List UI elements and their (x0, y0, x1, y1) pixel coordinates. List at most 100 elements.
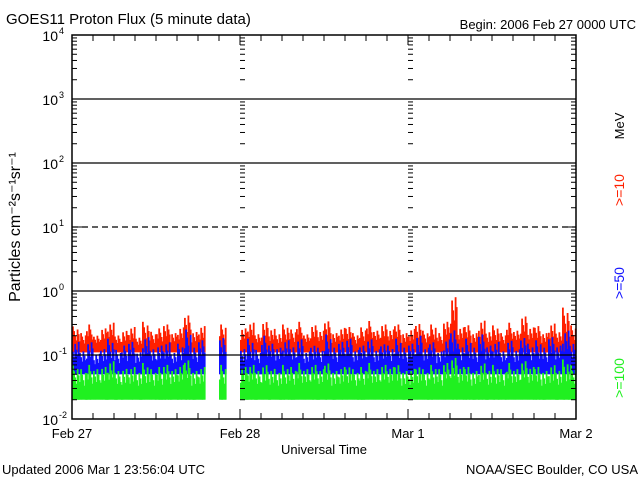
data-bar (109, 363, 112, 400)
data-bar (200, 327, 203, 353)
data-bar (439, 374, 442, 400)
data-bar (220, 347, 222, 375)
data-bar (199, 383, 201, 400)
data-bar (488, 357, 491, 375)
data-bar (144, 339, 147, 375)
data-bar (415, 369, 417, 400)
data-bar (416, 338, 418, 375)
data-bar (514, 335, 516, 353)
data-bar (143, 369, 145, 400)
data-bar (294, 357, 297, 375)
data-bar (317, 337, 319, 353)
data-bar (297, 378, 299, 400)
data-bar (451, 342, 453, 375)
data-bar (374, 362, 376, 375)
data-bar (509, 369, 512, 400)
data-bar (128, 343, 130, 375)
data-bar (160, 345, 163, 375)
data-bar (497, 375, 500, 400)
data-bar (425, 342, 428, 353)
data-bar (525, 322, 528, 353)
data-bar (504, 360, 507, 375)
data-bar (481, 334, 484, 375)
data-bar (271, 334, 274, 353)
data-bar (424, 338, 427, 353)
data-bar (254, 372, 256, 400)
data-bar (89, 356, 92, 375)
data-bar (182, 364, 185, 400)
data-bar (343, 327, 346, 353)
data-bar (564, 374, 567, 400)
data-bar (563, 351, 565, 375)
data-bar (387, 336, 389, 353)
data-bar (136, 353, 138, 375)
series-ge50 (72, 329, 577, 375)
data-bar (276, 380, 278, 400)
data-bar (405, 371, 408, 400)
data-bar (97, 338, 100, 353)
data-bar (502, 351, 505, 375)
data-bar (193, 347, 196, 375)
data-bar (175, 361, 178, 375)
data-bar (311, 367, 313, 400)
data-bar (334, 341, 337, 353)
data-bar (494, 335, 497, 353)
data-bar (266, 356, 269, 375)
data-bar (79, 382, 81, 400)
data-bar (139, 352, 142, 375)
data-bar (342, 338, 345, 353)
data-bar (413, 354, 416, 375)
data-bar (395, 374, 397, 400)
data-bar (287, 375, 290, 400)
data-bar (275, 360, 277, 375)
data-bar (376, 369, 379, 400)
data-bar (549, 346, 551, 375)
data-bar (452, 310, 455, 353)
data-bar (485, 372, 487, 400)
data-bar (460, 333, 463, 353)
data-bar (95, 342, 98, 353)
data-bar (446, 348, 449, 375)
data-bar (172, 363, 175, 375)
data-bar (566, 364, 569, 400)
data-bar (360, 352, 362, 375)
data-bar (130, 328, 133, 353)
data-bar (422, 369, 424, 400)
data-bar (434, 369, 437, 400)
data-bar (262, 351, 264, 375)
data-bar (94, 364, 96, 375)
data-bar (495, 383, 498, 400)
data-bar (105, 359, 108, 375)
data-bar (384, 350, 387, 375)
data-bar (187, 315, 190, 353)
data-bar (196, 376, 199, 400)
data-bar (452, 368, 455, 400)
data-bar (467, 367, 470, 400)
data-bar (193, 378, 196, 400)
data-bar (258, 376, 261, 400)
data-bar (149, 340, 151, 353)
data-bar (112, 322, 115, 353)
data-bar (473, 378, 476, 400)
data-bar (84, 335, 87, 353)
data-bar (250, 329, 253, 353)
data-bar (180, 333, 183, 353)
data-bar (537, 326, 540, 353)
data-bar (273, 368, 276, 400)
data-bar (570, 325, 572, 353)
data-bar (515, 339, 518, 353)
data-bar (107, 338, 109, 375)
data-bar (331, 342, 333, 353)
data-bar (566, 349, 569, 375)
data-bar (474, 352, 477, 375)
data-bar (72, 364, 74, 400)
data-bar (303, 335, 305, 353)
data-bar (506, 329, 508, 353)
data-bar (202, 346, 205, 375)
data-bar (499, 341, 501, 353)
data-bar (356, 360, 359, 375)
data-bar (466, 337, 469, 353)
data-bar (300, 376, 303, 400)
data-bar (394, 367, 396, 400)
data-bar (170, 354, 172, 375)
